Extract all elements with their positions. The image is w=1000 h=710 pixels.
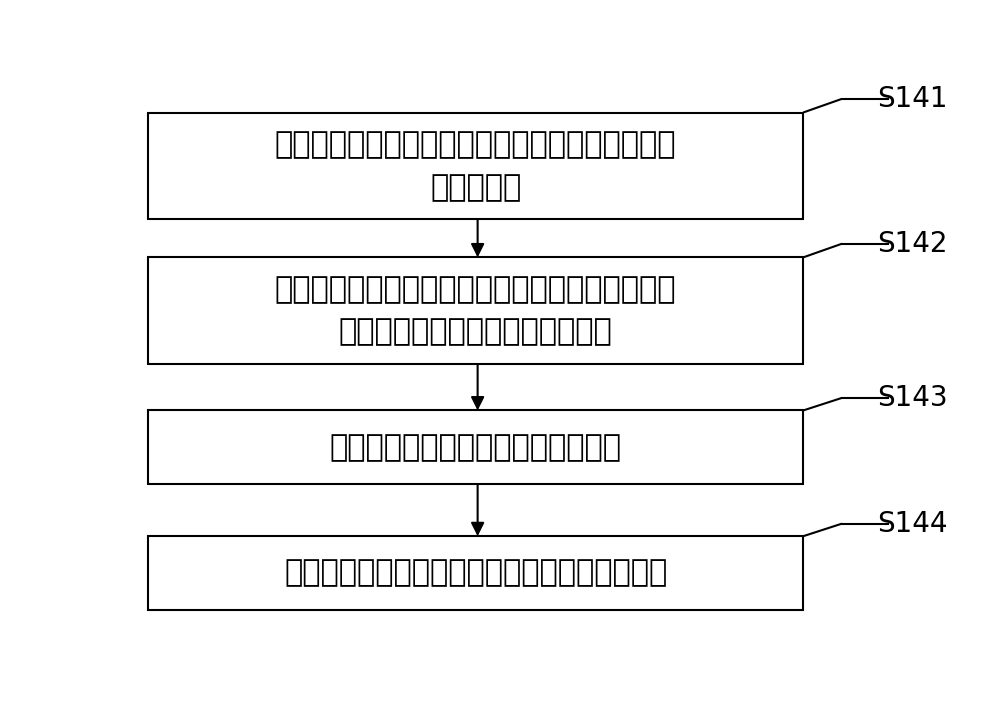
Text: 根据所述作业分片数量对所述作业总量进行切片处
理，得到所述作业分片数量的切片: 根据所述作业分片数量对所述作业总量进行切片处 理，得到所述作业分片数量的切片 [275,275,676,346]
Text: S144: S144 [877,510,947,537]
Bar [148,536,803,610]
Bar [148,113,803,219]
Bar [148,258,803,364]
Bar [148,410,803,484]
Text: 分别为各所述作业进程分配对应切片: 分别为各所述作业进程分配对应切片 [330,433,622,462]
Text: S141: S141 [877,85,947,113]
Text: S143: S143 [877,384,947,412]
Text: 根据所述作业进程执行所述对应切片的目标作业: 根据所述作业进程执行所述对应切片的目标作业 [284,559,667,588]
Text: S142: S142 [877,230,947,258]
Text: 通过所述作业函数中的业务逻辑检测所述目标作业
的作业总量: 通过所述作业函数中的业务逻辑检测所述目标作业 的作业总量 [275,130,676,202]
